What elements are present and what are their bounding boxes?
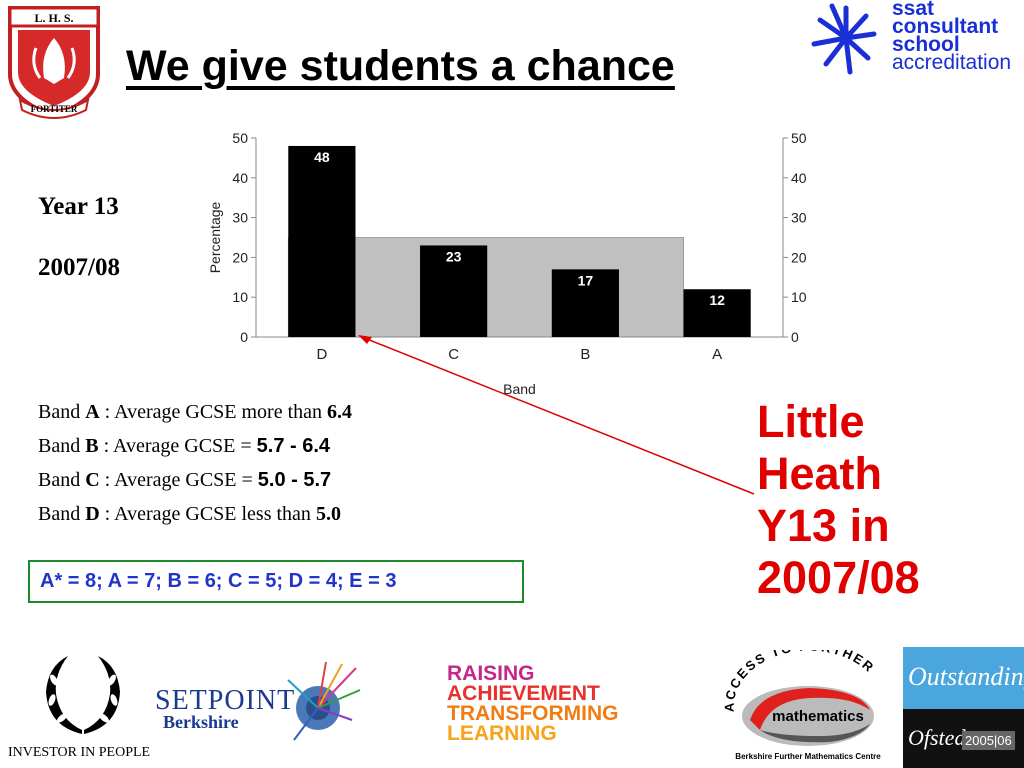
bar-a	[683, 289, 751, 337]
band-mid: : Average GCSE =	[98, 435, 257, 457]
y-tick-label-right: 30	[791, 210, 807, 226]
y-tick-label-right: 10	[791, 289, 807, 305]
x-axis-label: Band	[503, 381, 536, 397]
band-letter: D	[85, 503, 100, 525]
band-mid: : Average GCSE more than	[99, 401, 328, 423]
band-percentage-chart: 0 0 10 10 20 20 30 30 40 40 50 50 48 D 23 C 17 B 12 A Band Pe…	[207, 130, 807, 397]
band-value: 5.0	[315, 503, 341, 525]
y-tick-label-right: 40	[791, 170, 807, 186]
band-value: 5.7 - 6.4	[256, 435, 331, 457]
ssat-wordmark: ssat consultant school accreditation	[892, 0, 1012, 74]
y-tick-label-left: 40	[232, 170, 248, 186]
band-pre: Band	[38, 503, 86, 525]
callout-line-1: Little	[757, 396, 865, 447]
ssat-line-4: accreditation	[892, 51, 1012, 74]
year-label: Year 13	[38, 193, 119, 220]
setpoint-burst-icon	[287, 661, 361, 741]
band-pre: Band	[38, 469, 86, 491]
band-value: 6.4	[327, 401, 353, 423]
bar-value-label: 12	[709, 292, 725, 308]
band-pre: Band	[38, 435, 86, 457]
rat-line-2: ACHIEVEMENT	[447, 682, 600, 705]
y-tick-label-left: 10	[232, 289, 248, 305]
y-tick-label-left: 20	[232, 249, 248, 265]
grade-points-box: A* = 8; A = 7; B = 6; C = 5; D = 4; E = …	[28, 560, 524, 603]
band-row-a: Band A : Average GCSE more than 6.4	[38, 395, 352, 429]
investor-in-people-wreath-icon	[46, 656, 120, 734]
band-value: 5.0 - 5.7	[257, 469, 332, 491]
ofsted-year-badge: 2005|06	[962, 731, 1015, 750]
y-tick-label-left: 0	[240, 329, 248, 345]
page-title: We give students a chance	[126, 42, 675, 90]
y-tick-label-right: 50	[791, 130, 807, 146]
ssat-line-3: school	[892, 33, 960, 56]
callout-line-2: Heath	[757, 448, 883, 499]
y-tick-label-left: 30	[232, 210, 248, 226]
y-tick-label-left: 50	[232, 130, 248, 146]
bar-d	[288, 145, 356, 337]
ofsted-outstanding-text: Outstanding	[908, 662, 1024, 691]
crest-motto-text: FORTITER	[31, 104, 78, 114]
x-tick-label: B	[580, 346, 590, 363]
band-row-b: Band B : Average GCSE = 5.7 - 6.4	[38, 429, 352, 463]
band-mid: : Average GCSE =	[99, 469, 258, 491]
rat-line-1: RAISING	[447, 662, 535, 685]
period-label: 2007/08	[38, 254, 120, 281]
rat-line-3: TRANSFORMING	[447, 702, 619, 725]
ofsted-outstanding-panel	[903, 647, 1024, 709]
bar-value-label: 23	[446, 248, 462, 264]
afm-word: mathematics	[772, 708, 864, 725]
band-letter: B	[85, 435, 99, 457]
callout-line-3: Y13 in	[757, 500, 890, 551]
callout-text: Little Heath Y13 in 2007/08	[757, 396, 920, 604]
ofsted-name-text: Ofsted	[908, 725, 966, 750]
y-tick-label-right: 0	[791, 329, 799, 345]
setpoint-subtitle: Berkshire	[163, 712, 239, 732]
bar-b	[551, 269, 619, 337]
y-tick-label-right: 20	[791, 249, 807, 265]
ssat-line-1: ssat	[892, 0, 935, 20]
band-mid: : Average GCSE less than	[99, 503, 316, 525]
school-crest-logo: L. H. S. FORTITER	[8, 6, 100, 119]
callout-line-4: 2007/08	[757, 552, 920, 603]
band-definitions: Band A : Average GCSE more than 6.4 Band …	[38, 395, 352, 531]
bar-value-label: 48	[314, 149, 330, 165]
rat-line-4: LEARNING	[447, 722, 557, 745]
band-row-c: Band C : Average GCSE = 5.0 - 5.7	[38, 463, 352, 497]
ssat-burst-icon	[811, 3, 877, 75]
band-row-d: Band D : Average GCSE less than 5.0	[38, 497, 352, 531]
bar-c	[420, 245, 488, 337]
afm-subtitle: Berkshire Further Mathematics Centre	[735, 752, 881, 761]
x-tick-label: D	[316, 346, 327, 363]
investor-in-people-label: INVESTOR IN PEOPLE	[8, 745, 151, 760]
band-pre: Band	[38, 401, 86, 423]
further-maths-logo: ACCESS TO FURTHER mathematics Berkshire …	[722, 650, 882, 761]
y-axis-label: Percentage	[207, 201, 223, 273]
bar-value-label: 17	[578, 272, 594, 288]
raising-achievement-logo: RAISING ACHIEVEMENT TRANSFORMING LEARNIN…	[447, 662, 619, 745]
crest-top-text: L. H. S.	[34, 11, 73, 25]
band-letter: C	[85, 469, 100, 491]
x-tick-label: C	[448, 346, 459, 363]
band-letter: A	[85, 401, 100, 423]
x-tick-label: A	[712, 346, 722, 363]
ssat-line-2: consultant	[892, 15, 999, 38]
setpoint-wordmark: SETPOINT	[155, 685, 296, 716]
